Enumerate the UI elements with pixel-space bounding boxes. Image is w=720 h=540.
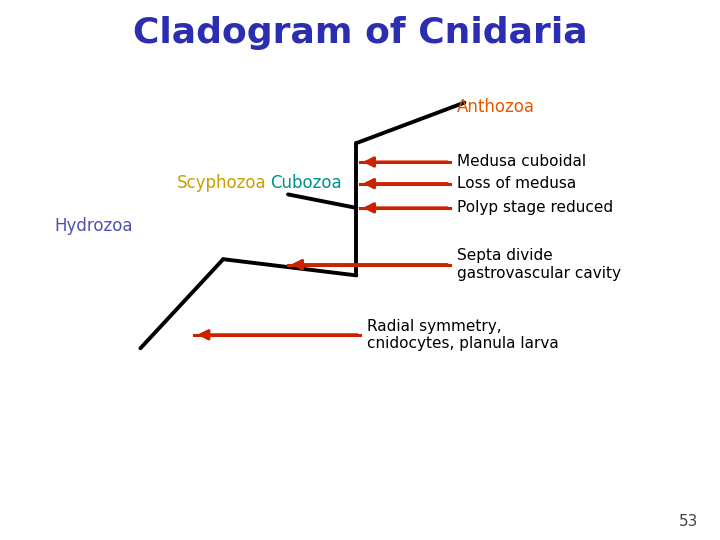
Text: Cubozoa: Cubozoa (270, 174, 341, 192)
Text: Radial symmetry,
cnidocytes, planula larva: Radial symmetry, cnidocytes, planula lar… (367, 319, 559, 351)
Text: Polyp stage reduced: Polyp stage reduced (457, 200, 613, 215)
Text: Anthozoa: Anthozoa (457, 98, 535, 116)
Text: Scyphozoa: Scyphozoa (176, 174, 266, 192)
Text: Medusa cuboidal: Medusa cuboidal (457, 154, 586, 170)
Text: Cladogram of Cnidaria: Cladogram of Cnidaria (132, 16, 588, 50)
Text: Loss of medusa: Loss of medusa (457, 176, 577, 191)
Text: Septa divide
gastrovascular cavity: Septa divide gastrovascular cavity (457, 248, 621, 281)
Text: 53: 53 (679, 514, 698, 529)
Text: Hydrozoa: Hydrozoa (54, 217, 132, 235)
